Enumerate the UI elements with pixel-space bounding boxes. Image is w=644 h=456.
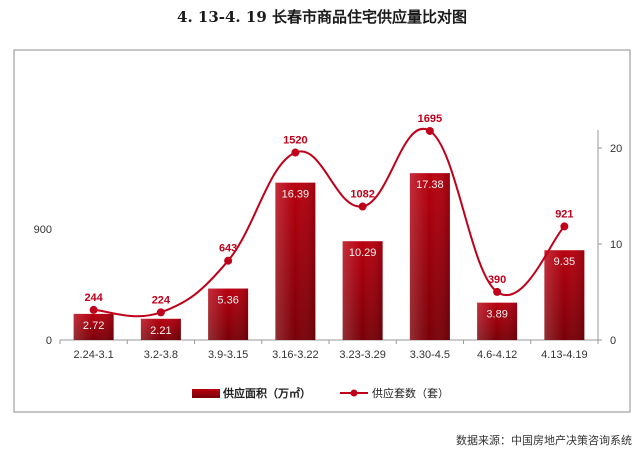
bar-value-label: 2.21 xyxy=(150,325,171,337)
bar-value-label: 2.72 xyxy=(83,320,104,332)
line-point xyxy=(493,287,502,296)
right-axis-tick-label: 20 xyxy=(610,143,622,155)
line-point-label: 921 xyxy=(555,208,573,220)
bar-shade xyxy=(208,288,249,340)
x-tick-label: 3.30-4.5 xyxy=(410,349,450,361)
x-tick-label: 2.24-3.1 xyxy=(73,349,113,361)
right-axis-tick-label: 10 xyxy=(610,239,622,251)
source-note: 数据来源：中国房地产决策咨询系统 xyxy=(456,434,632,447)
line-point xyxy=(224,256,233,265)
bar-shade xyxy=(342,241,383,340)
line-point xyxy=(291,148,300,157)
line-point xyxy=(425,126,434,135)
series-line xyxy=(93,127,566,318)
legend-line-label: 供应套数（套） xyxy=(372,386,449,400)
line-point xyxy=(560,222,569,231)
bar-value-label: 3.89 xyxy=(486,309,507,321)
line-point xyxy=(358,202,367,211)
bar-shade xyxy=(73,313,114,340)
legend-bar-label: 供应面积（万㎡） xyxy=(222,386,311,400)
legend-bar-swatch xyxy=(192,389,220,398)
line-point xyxy=(89,305,98,314)
bar-shade xyxy=(275,182,316,340)
x-tick-label: 3.9-3.15 xyxy=(208,349,248,361)
bar-shade xyxy=(477,302,518,340)
bar-shade xyxy=(544,250,585,340)
chart-frame xyxy=(13,49,631,413)
line-point-label: 1520 xyxy=(283,135,307,147)
line-point-label: 244 xyxy=(84,292,103,304)
line-point-label: 1082 xyxy=(350,189,374,201)
line-point-label: 224 xyxy=(152,294,171,306)
x-tick-label: 3.23-3.29 xyxy=(339,349,385,361)
line-point-label: 1695 xyxy=(418,113,442,125)
legend-line-marker xyxy=(350,389,358,397)
chart-title: 4. 13-4. 19 长春市商品住宅供应量比对图 xyxy=(177,8,467,26)
bar-value-label: 9.35 xyxy=(554,256,575,268)
line-point xyxy=(156,308,165,317)
x-tick-label: 4.6-4.12 xyxy=(477,349,517,361)
x-tick-label: 3.2-3.8 xyxy=(144,349,178,361)
line-point-label: 390 xyxy=(488,274,506,286)
x-tick-label: 4.13-4.19 xyxy=(541,349,587,361)
line-point-label: 643 xyxy=(219,243,237,255)
bar-shade xyxy=(140,318,181,340)
left-axis-tick-label: 0 xyxy=(46,335,52,347)
bar-shade xyxy=(409,173,450,340)
x-tick-label: 3.16-3.22 xyxy=(272,349,318,361)
bar-value-label: 16.39 xyxy=(282,189,310,201)
right-axis-tick-label: 0 xyxy=(610,335,616,347)
left-axis-tick-label: 900 xyxy=(34,224,52,236)
bar-value-label: 5.36 xyxy=(217,295,238,307)
bar-value-label: 17.38 xyxy=(416,179,444,191)
bar-value-label: 10.29 xyxy=(349,247,377,259)
